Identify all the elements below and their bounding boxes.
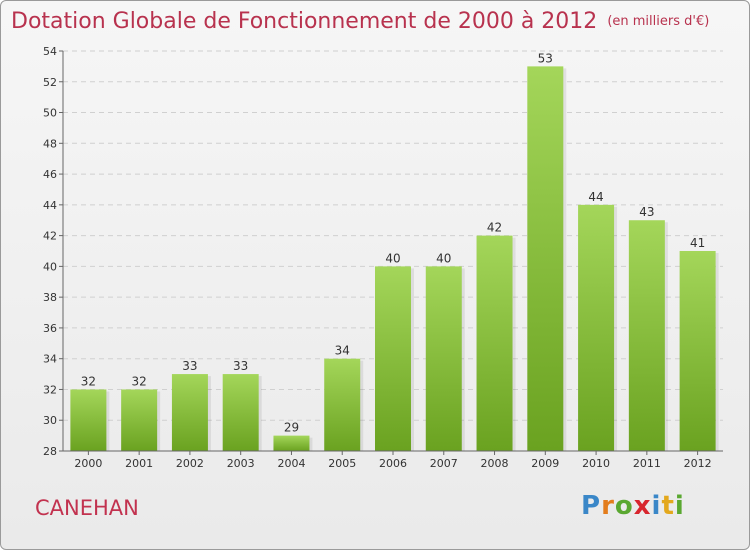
bar-value-label: 42 [487, 221, 502, 235]
bar [171, 374, 208, 451]
bar-value-label: 33 [233, 359, 248, 373]
x-tick-label: 2008 [481, 457, 509, 470]
x-tick-label: 2005 [328, 457, 356, 470]
bar-value-label: 41 [690, 236, 705, 250]
bar [628, 220, 665, 451]
y-tick-label: 50 [43, 107, 57, 120]
x-tick-label: 2002 [176, 457, 204, 470]
logo-letter: t [661, 491, 675, 521]
logo-letter: P [581, 491, 602, 521]
y-tick-label: 42 [43, 230, 57, 243]
bar [527, 66, 564, 451]
x-tick-label: 2003 [227, 457, 255, 470]
bar-value-label: 34 [335, 344, 350, 358]
x-tick-label: 2001 [125, 457, 153, 470]
bar [578, 204, 615, 451]
x-tick-label: 2007 [430, 457, 458, 470]
bar [70, 389, 107, 451]
logo-letter: i [674, 491, 685, 521]
y-tick-label: 52 [43, 76, 57, 89]
x-tick-label: 2000 [74, 457, 102, 470]
bar-value-label: 32 [81, 374, 96, 388]
x-tick-label: 2006 [379, 457, 407, 470]
unit-label: (en milliers d'€) [607, 14, 710, 29]
y-tick-label: 48 [43, 137, 57, 150]
y-tick-label: 38 [43, 291, 57, 304]
bar [375, 266, 411, 451]
bar [476, 235, 513, 451]
y-tick-label: 46 [43, 168, 57, 181]
x-tick-label: 2011 [633, 457, 661, 470]
bar [324, 358, 361, 451]
axes: 28 30 32 34 36 38 40 42 44 46 48 50 52 54 2000 2001 2002… [43, 45, 723, 470]
x-tick-label: 2004 [277, 457, 305, 470]
y-tick-label: 44 [43, 199, 57, 212]
x-tick-label: 2012 [684, 457, 712, 470]
bar-value-label: 40 [385, 251, 400, 265]
title-text: Dotation Globale de Fonctionnement de 20… [11, 9, 598, 34]
proxiti-logo: Proxiti [581, 491, 685, 521]
bars: 32 32 33 33 29 34 40 40 42 53 44 43 41 [70, 51, 719, 451]
logo-letter: o [614, 491, 634, 521]
bar-value-label: 43 [639, 205, 654, 219]
bar [679, 251, 716, 451]
bar-value-label: 53 [538, 51, 553, 65]
y-tick-label: 36 [43, 322, 57, 335]
logo-letter: i [651, 491, 662, 521]
y-tick-label: 54 [43, 45, 57, 58]
bar-value-label: 33 [182, 359, 197, 373]
logo-letter: x [633, 491, 652, 521]
bar [425, 266, 462, 451]
y-tick-label: 30 [43, 414, 57, 427]
y-tick-label: 40 [43, 260, 57, 273]
x-tick-label: 2010 [582, 457, 610, 470]
bar [273, 435, 310, 451]
bar-value-label: 40 [436, 251, 451, 265]
y-tick-label: 34 [43, 353, 57, 366]
chart-title: Dotation Globale de Fonctionnement de 20… [11, 9, 709, 34]
bar [222, 374, 259, 451]
bar-value-label: 32 [132, 374, 147, 388]
y-tick-label: 28 [43, 445, 57, 458]
x-tick-label: 2009 [531, 457, 559, 470]
bar [121, 389, 158, 451]
bar-value-label: 44 [588, 190, 603, 204]
y-tick-label: 32 [43, 383, 57, 396]
bar-value-label: 29 [284, 421, 299, 435]
commune-name: CANEHAN [35, 496, 139, 520]
logo-letter: r [601, 491, 615, 521]
